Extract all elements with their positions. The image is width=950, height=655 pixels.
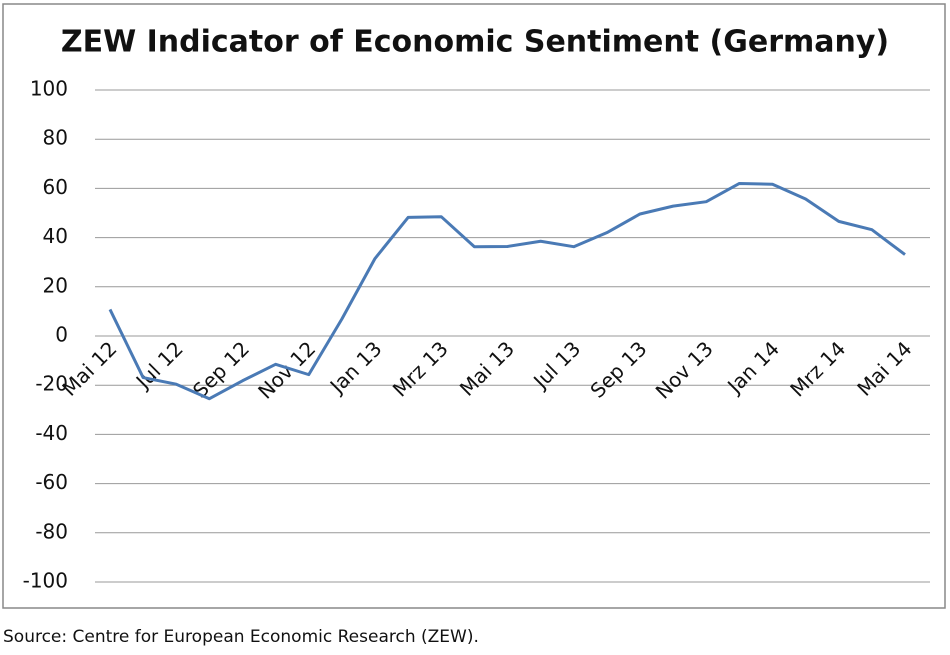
- y-tick-label: -100: [23, 569, 68, 593]
- chart-border: [2, 3, 946, 609]
- y-tick-label: 0: [55, 323, 68, 347]
- x-tick-label: Mrz 13: [388, 337, 453, 402]
- y-tick-label: 40: [43, 224, 68, 248]
- y-tick-label: -20: [35, 372, 68, 396]
- y-tick-label: 20: [43, 273, 68, 297]
- x-tick-label: Mai 14: [852, 337, 916, 401]
- source-note: Source: Centre for European Economic Res…: [3, 627, 479, 647]
- y-tick-label: -80: [35, 519, 68, 543]
- x-tick-label: Nov 13: [651, 337, 718, 404]
- x-tick-label: Jul 13: [527, 337, 585, 395]
- data-line: [108, 181, 906, 401]
- x-tick-label: Mrz 14: [785, 337, 850, 402]
- y-tick-label: 60: [43, 175, 68, 199]
- y-tick-label: -40: [35, 421, 68, 445]
- chart-title: ZEW Indicator of Economic Sentiment (Ger…: [61, 25, 889, 60]
- y-tick-label: 100: [30, 77, 68, 101]
- x-tick-label: Sep 13: [585, 337, 651, 403]
- x-tick-label: Jan 13: [324, 337, 387, 400]
- x-tick-label: Jan 14: [721, 337, 784, 400]
- y-tick-label: 80: [43, 126, 68, 150]
- y-tick-label: -60: [35, 470, 68, 494]
- x-tick-label: Mai 13: [455, 337, 519, 401]
